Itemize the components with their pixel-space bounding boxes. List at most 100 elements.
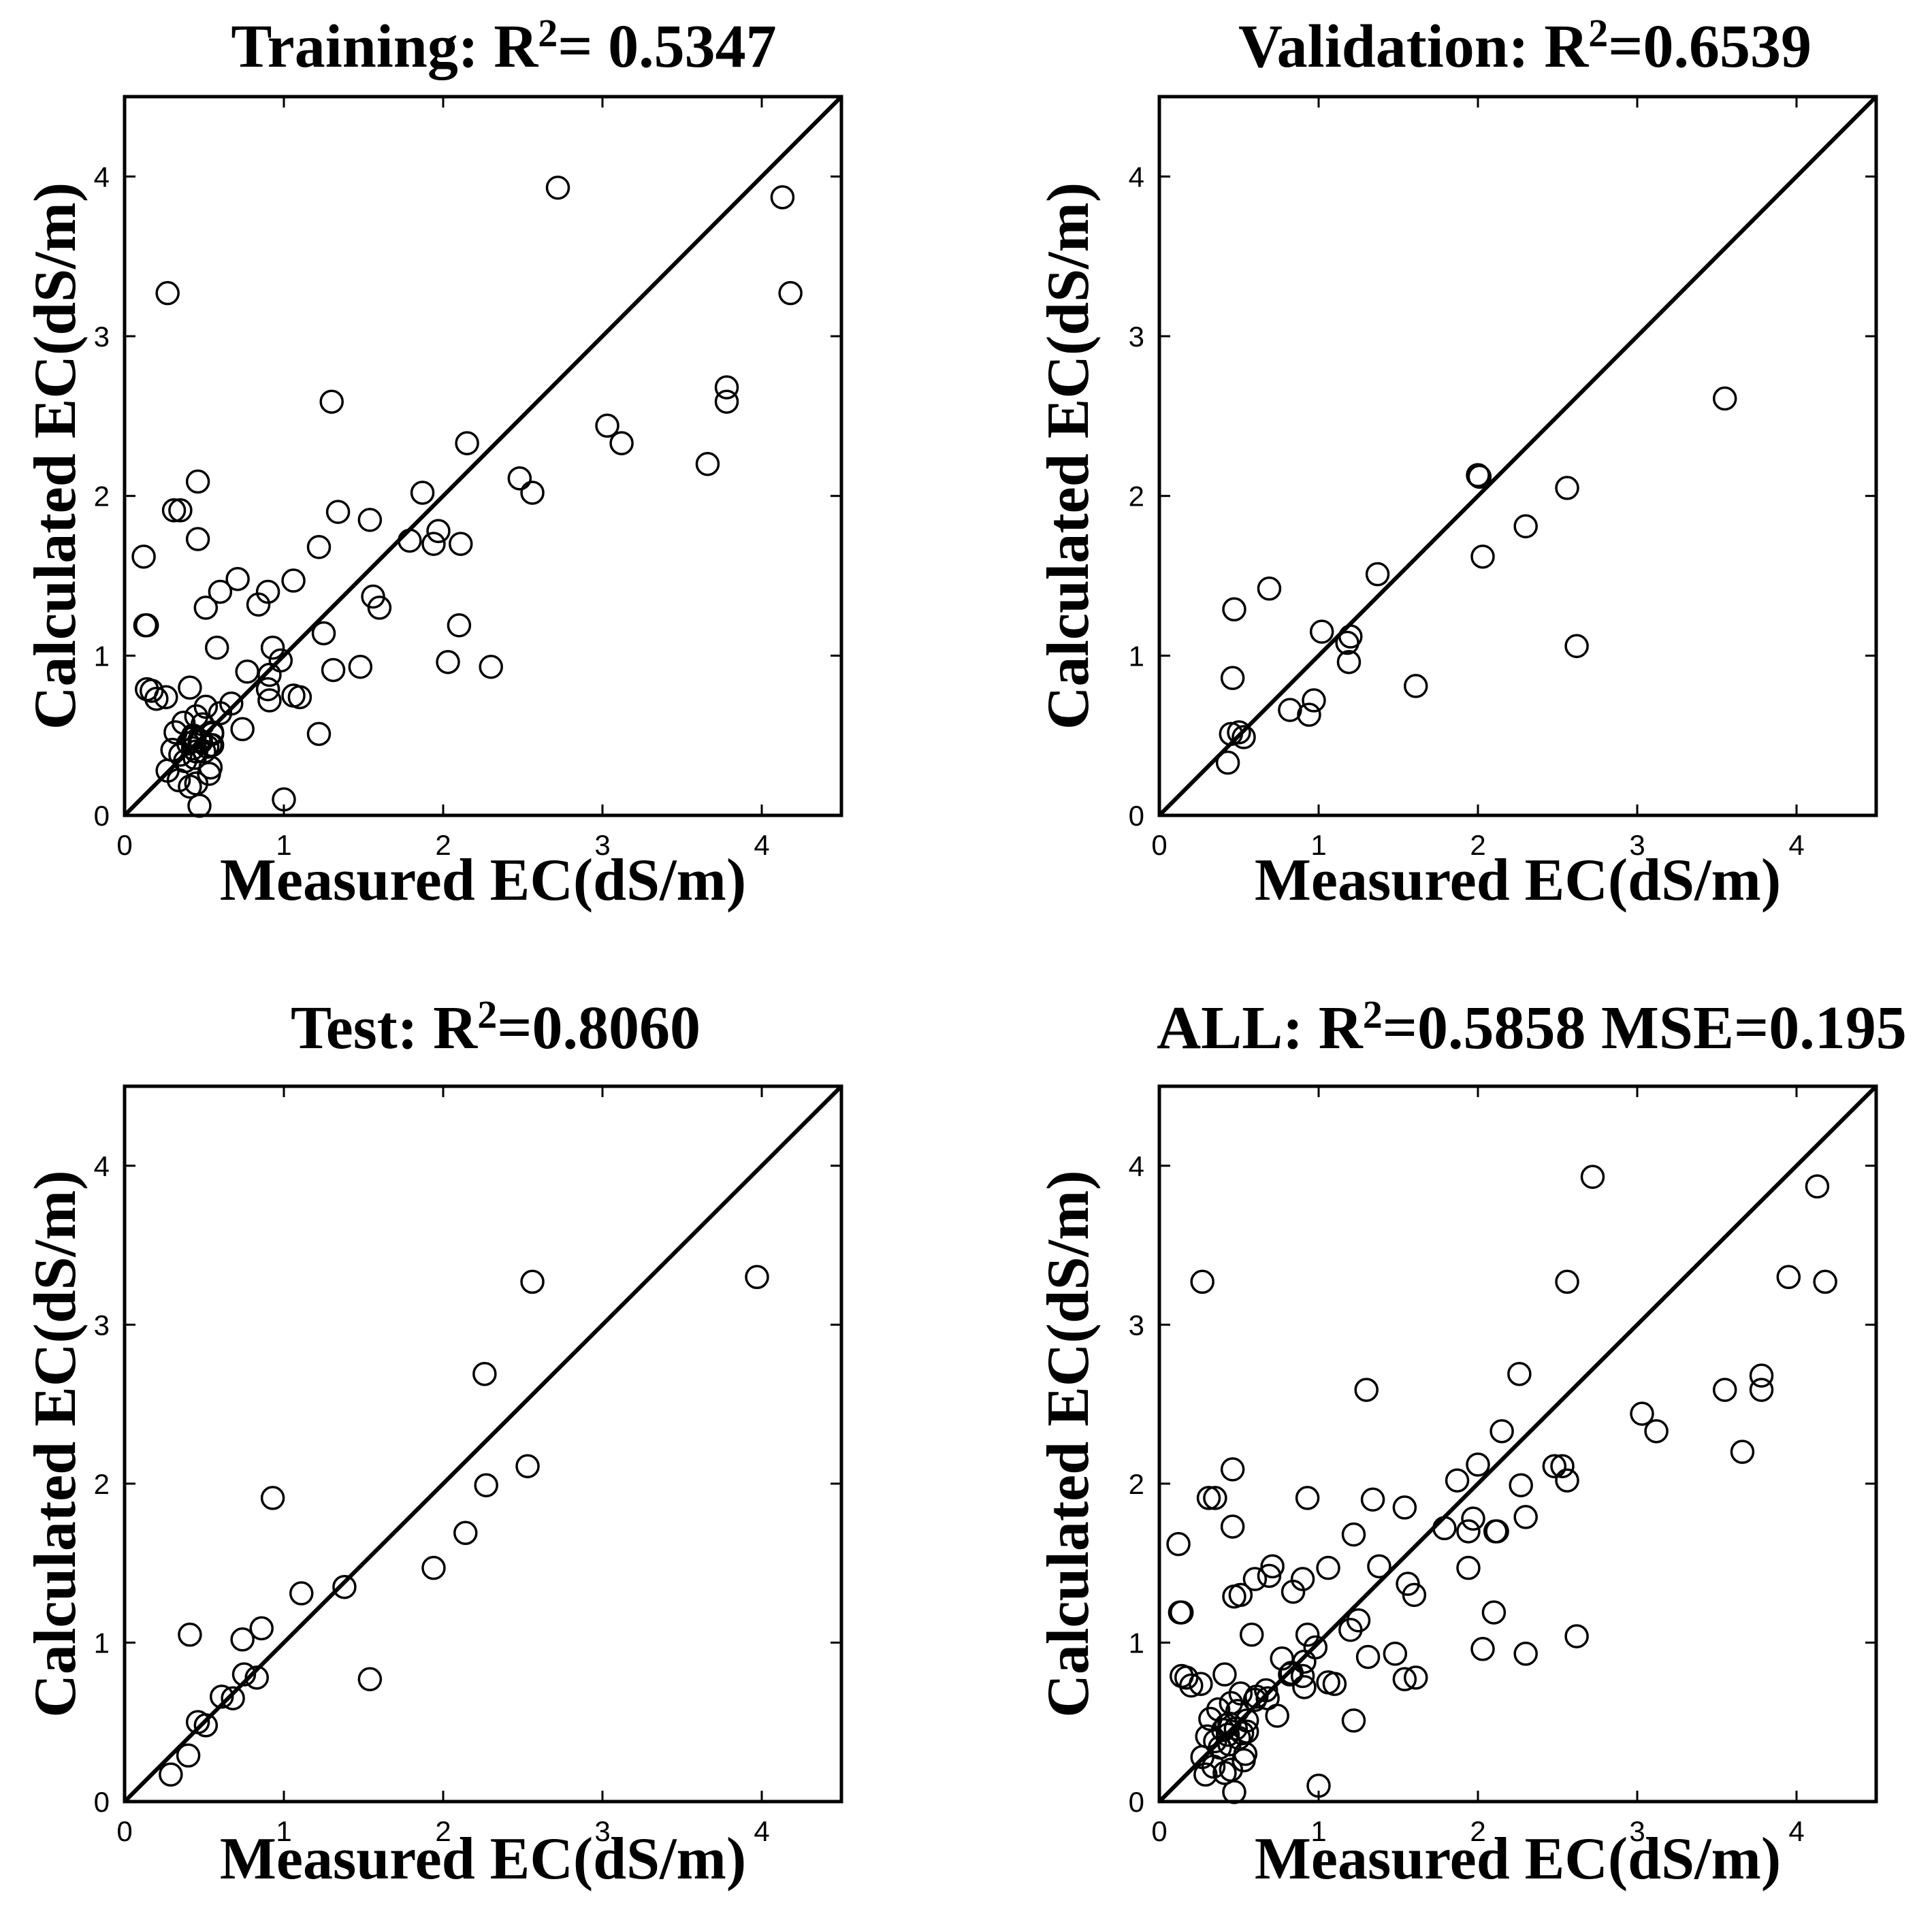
data-point	[287, 685, 312, 710]
data-point	[1354, 1378, 1379, 1402]
x-tick-label: 3	[594, 1815, 610, 1847]
data-point	[1470, 544, 1495, 569]
data-point	[1513, 1505, 1538, 1529]
data-point	[187, 794, 212, 818]
data-point	[1383, 1642, 1408, 1666]
data-point	[1170, 1600, 1194, 1625]
data-point	[479, 655, 503, 679]
x-tick-label: 3	[1629, 829, 1645, 861]
x-axis-label: Measured EC(dS/m)	[1255, 847, 1781, 913]
data-point	[1730, 1439, 1755, 1464]
data-point	[1456, 1519, 1481, 1544]
data-point	[198, 732, 223, 758]
data-point	[1227, 720, 1251, 745]
data-point	[131, 544, 156, 569]
data-point	[1212, 1662, 1237, 1687]
data-point	[1466, 1452, 1490, 1477]
data-point	[249, 1616, 274, 1641]
data-point	[221, 1686, 245, 1710]
data-point	[398, 528, 422, 553]
x-tick-label: 0	[116, 829, 132, 861]
data-point	[1564, 634, 1589, 659]
data-point	[235, 660, 259, 684]
data-point	[219, 691, 244, 716]
data-point	[1341, 1522, 1366, 1547]
data-point	[1203, 1729, 1227, 1753]
y-tick-label: 4	[1129, 1150, 1144, 1182]
data-point	[1403, 674, 1428, 698]
data-point	[545, 176, 570, 200]
data-point	[1189, 1672, 1213, 1696]
data-point	[1550, 1454, 1575, 1478]
data-point	[1222, 1584, 1246, 1609]
data-point	[1432, 1516, 1457, 1541]
data-point	[1231, 725, 1256, 749]
data-point	[1309, 619, 1334, 644]
chart-panel-4: 0 1 2 3 4 0 1 2 3 4 ALL: R2=0.5858 MSE=0.195 Measur…	[1035, 992, 1907, 1892]
y-tick-label: 0	[94, 1786, 110, 1818]
data-point	[1470, 1637, 1495, 1661]
x-tick-label: 3	[594, 829, 610, 861]
data-point	[1290, 1567, 1315, 1591]
data-point	[1749, 1378, 1774, 1402]
data-point	[1228, 1681, 1253, 1706]
data-point	[1360, 1487, 1385, 1512]
plot-frame	[1157, 1084, 1878, 1804]
data-point	[448, 532, 473, 556]
data-point	[1712, 386, 1737, 411]
plot-frame	[1157, 95, 1878, 817]
data-point	[159, 1762, 183, 1787]
data-point	[1336, 649, 1362, 674]
data-point	[260, 1486, 285, 1510]
data-point	[1749, 1363, 1774, 1388]
x-tick-label: 2	[1470, 1815, 1485, 1847]
data-point	[1467, 464, 1492, 489]
data-point	[208, 579, 233, 604]
data-point	[230, 717, 255, 742]
data-point	[1481, 1600, 1507, 1625]
y-tick-label: 2	[1129, 481, 1144, 512]
data-point	[357, 1667, 383, 1691]
data-point	[745, 1265, 769, 1290]
x-tick-label: 1	[276, 829, 291, 861]
x-axis-label: Measured EC(dS/m)	[1255, 1826, 1781, 1892]
data-point	[178, 675, 202, 700]
data-point	[281, 568, 306, 593]
data-point	[1220, 666, 1245, 690]
data-point	[1644, 1419, 1669, 1444]
data-point	[1242, 1567, 1268, 1591]
data-point	[1513, 1642, 1538, 1666]
data-point	[1196, 1486, 1221, 1510]
y-tick-label: 1	[94, 640, 110, 672]
data-point	[176, 1743, 201, 1768]
chart-title: Validation: R2=0.6539	[1238, 11, 1812, 80]
data-point	[168, 498, 193, 523]
data-point	[257, 688, 282, 713]
data-point	[244, 1665, 269, 1690]
data-point	[1630, 1401, 1654, 1426]
data-point	[332, 1574, 357, 1599]
y-axis-label: Calculated EC(dS/m)	[1035, 182, 1101, 730]
data-point	[306, 721, 332, 747]
data-point	[209, 1685, 234, 1709]
data-point	[1542, 1454, 1567, 1478]
data-point	[1278, 698, 1302, 722]
y-tick-label: 3	[1129, 321, 1144, 353]
data-point	[1813, 1269, 1837, 1295]
data-point	[426, 519, 451, 544]
data-point	[1392, 1667, 1417, 1691]
x-tick-label: 2	[435, 1815, 451, 1847]
x-tick-label: 1	[276, 1815, 291, 1847]
data-point	[1367, 1554, 1391, 1579]
data-point	[436, 649, 460, 674]
data-point	[520, 1269, 545, 1295]
data-point	[184, 739, 209, 764]
data-point	[325, 500, 351, 524]
data-point	[230, 1627, 255, 1652]
x-tick-label: 4	[754, 1815, 769, 1847]
x-tick-label: 3	[1629, 1815, 1645, 1847]
data-point	[1223, 1716, 1249, 1741]
data-point	[367, 596, 392, 620]
x-tick-label: 2	[1470, 829, 1485, 861]
y-tick-label: 1	[1129, 640, 1144, 672]
